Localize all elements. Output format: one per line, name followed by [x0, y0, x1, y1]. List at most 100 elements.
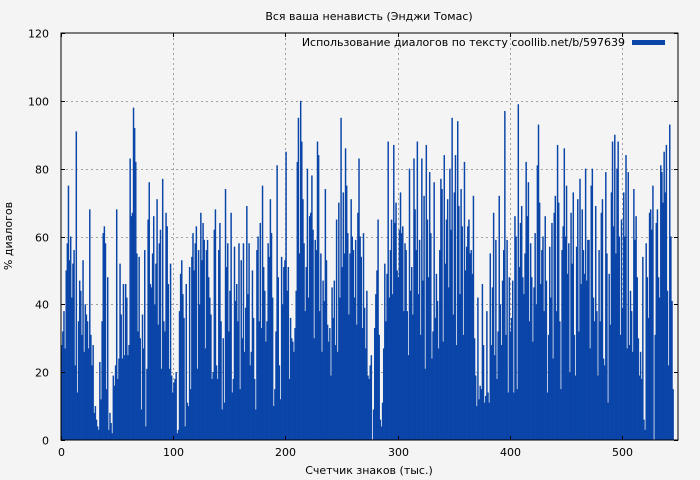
bar — [643, 419, 645, 440]
bar — [561, 250, 563, 440]
bar — [415, 250, 417, 440]
bar — [212, 372, 214, 440]
bar — [661, 172, 663, 440]
bar — [238, 243, 240, 440]
bar — [618, 236, 621, 440]
bar — [218, 250, 220, 440]
bar — [325, 260, 328, 440]
bar — [566, 273, 569, 440]
bar — [268, 256, 271, 440]
chart-title: Вся ваша ненависть (Энджи Томас) — [265, 10, 472, 23]
bar — [178, 311, 181, 440]
bar — [206, 239, 209, 440]
bar — [665, 144, 668, 440]
bar — [594, 205, 597, 440]
bar — [80, 290, 82, 440]
bar — [131, 212, 134, 440]
x-tick-label: 100 — [163, 446, 184, 459]
bar — [243, 351, 246, 440]
bar — [135, 161, 137, 440]
bar — [517, 104, 520, 440]
bar — [210, 314, 212, 440]
bar — [400, 233, 403, 440]
bar — [449, 168, 451, 441]
bar — [82, 260, 84, 440]
bar — [104, 243, 107, 440]
bar — [384, 263, 386, 440]
bar — [559, 321, 561, 440]
bar — [276, 165, 278, 440]
bar — [461, 226, 463, 440]
bar — [65, 270, 67, 440]
bar — [149, 283, 152, 440]
bar — [232, 378, 235, 440]
bar — [629, 290, 632, 440]
bar — [213, 229, 216, 440]
bar — [542, 236, 544, 440]
bar — [169, 263, 172, 440]
bar — [632, 351, 634, 440]
bar — [591, 168, 594, 441]
bar — [509, 331, 512, 440]
bar — [306, 168, 309, 441]
bar — [109, 412, 111, 440]
bar — [63, 311, 65, 440]
bar — [648, 212, 651, 440]
bar — [259, 222, 262, 440]
bar — [444, 263, 447, 440]
bar — [124, 283, 127, 440]
bar — [441, 189, 443, 440]
bar — [365, 348, 367, 440]
bar — [560, 389, 562, 441]
bar — [446, 199, 449, 440]
bar — [257, 236, 259, 440]
bar — [621, 307, 624, 440]
x-axis-label: Счетчик знаков (тыс.) — [305, 464, 433, 477]
bar — [161, 178, 164, 440]
bar — [321, 351, 323, 440]
bar — [572, 192, 575, 440]
bar — [350, 199, 352, 440]
bar — [214, 209, 217, 440]
bar — [81, 334, 83, 440]
bar — [205, 250, 208, 440]
bar — [418, 239, 421, 440]
bar — [139, 338, 141, 440]
bar — [101, 321, 103, 440]
bar — [417, 294, 420, 440]
bar — [628, 345, 631, 440]
bar — [181, 260, 183, 440]
bar — [435, 273, 438, 440]
bar — [378, 334, 380, 440]
bar — [89, 209, 91, 440]
bar — [620, 219, 623, 440]
bar — [151, 253, 154, 440]
bar — [390, 219, 393, 440]
bar — [610, 192, 613, 440]
bar — [580, 283, 582, 440]
bar — [335, 219, 338, 440]
bar — [240, 260, 242, 440]
bar — [163, 321, 165, 440]
bar — [589, 348, 591, 440]
bar — [265, 341, 267, 440]
bar — [579, 178, 581, 440]
bar — [562, 226, 564, 440]
bar — [536, 165, 539, 440]
bar — [372, 409, 375, 440]
bar — [386, 273, 388, 440]
bar — [359, 236, 361, 440]
bar — [481, 283, 484, 440]
bar — [110, 423, 112, 440]
bar — [666, 290, 669, 440]
bar — [577, 199, 579, 440]
bar — [528, 321, 531, 440]
bar — [395, 202, 397, 440]
x-tick-label: 300 — [388, 446, 409, 459]
bar — [571, 263, 573, 440]
bar — [515, 236, 517, 440]
bar — [222, 338, 225, 440]
bar — [616, 168, 618, 441]
bar — [327, 341, 330, 440]
bar — [445, 219, 448, 440]
